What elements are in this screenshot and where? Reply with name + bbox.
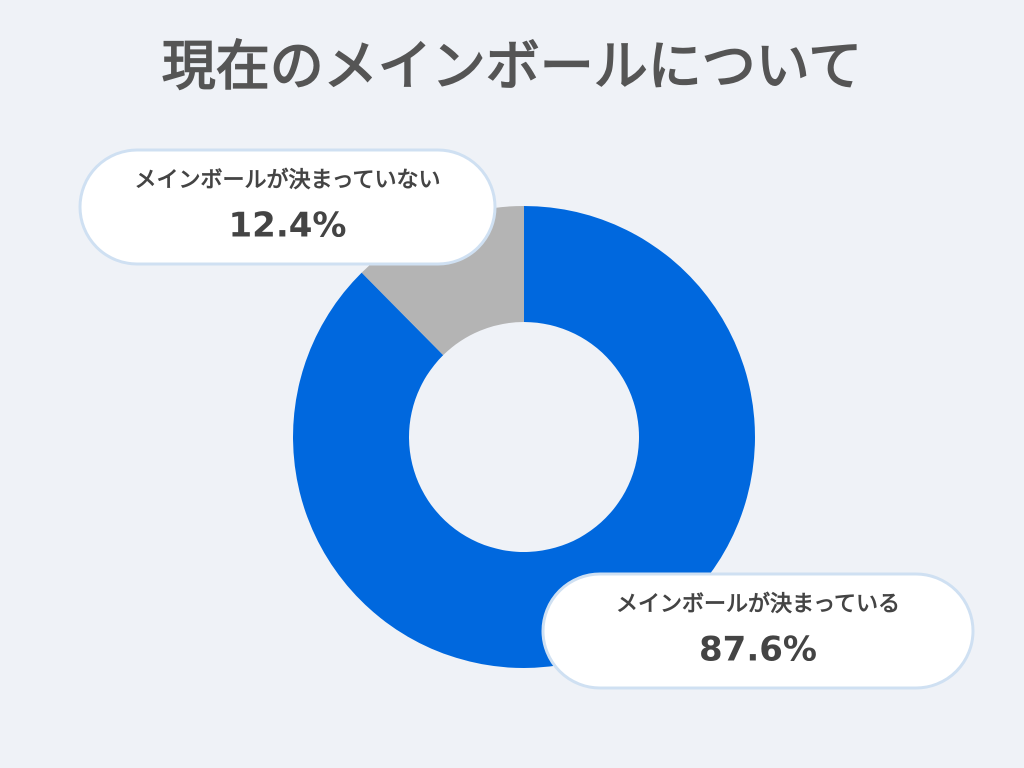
category-label: メインボールが決まっていない bbox=[134, 167, 440, 193]
callout-bubble bbox=[541, 572, 975, 690]
callout-bubble bbox=[78, 148, 497, 266]
donut-slice bbox=[292, 206, 755, 668]
value-label: 12.4% bbox=[229, 206, 347, 246]
category-label: メインボールが決まっている bbox=[616, 591, 900, 617]
value-label: 87.6% bbox=[699, 630, 817, 670]
chart-title: 現在のメインボールについて bbox=[162, 35, 862, 98]
